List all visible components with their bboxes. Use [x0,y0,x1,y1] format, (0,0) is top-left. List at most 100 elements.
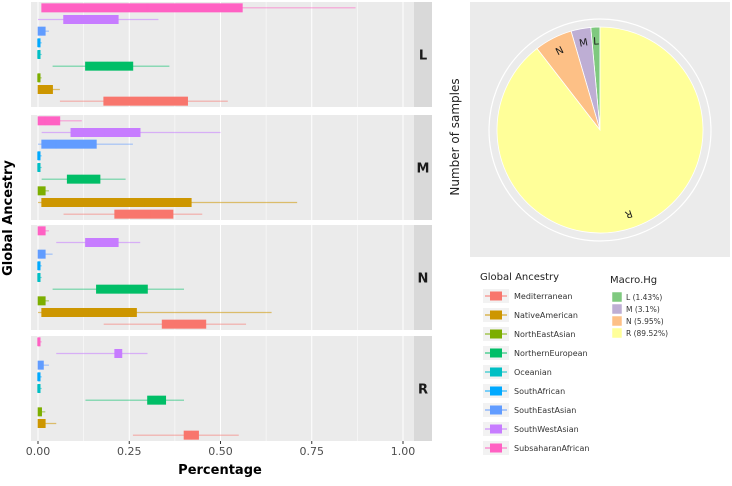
box-iqr [41,139,97,149]
legend-label: SouthWestAsian [514,425,579,434]
pie-slice-r [496,26,704,234]
legend-label: SubsaharanAfrican [514,444,589,453]
pie-legend-key [611,303,623,315]
legend-key-box [490,310,502,320]
box-l-southafrican [37,38,42,48]
facet-strip [414,2,432,107]
box-n-mediterranean [103,319,247,329]
pie-slice-label: L [593,36,599,47]
facet-panel-r: R [31,336,432,441]
legend-item-southeastasian: SouthEastAsian [483,403,576,417]
legend-key-box [490,367,502,377]
box-m-northerneuropean [41,174,126,184]
box-m-oceanian [37,163,42,173]
pie-slice-label: M [578,37,589,49]
box-l-oceanian [37,49,42,59]
x-tick-label: 0.25 [117,445,142,458]
legend-key-box [490,348,502,358]
box-r-southeastasian [37,360,49,370]
x-tick-label: 0.00 [26,445,51,458]
x-tick-label: 0.75 [300,445,325,458]
legend-item-subsaharanafrican: SubsaharanAfrican [483,441,589,455]
box-m-nativeamerican [38,198,298,208]
x-tick-label: 1.00 [391,445,416,458]
box-iqr [37,116,61,126]
box-r-mediterranean [132,430,239,440]
x-tick-label: 0.50 [208,445,233,458]
box-m-subsaharanafrican [37,116,82,126]
box-iqr [70,128,141,138]
box-r-northerneuropean [85,395,184,405]
box-l-northerneuropean [52,61,170,71]
pie-legend-item-m: M (3.1%) [611,303,660,315]
legend-item-northeastasian: NorthEastAsian [483,327,575,341]
box-iqr [96,284,148,294]
facet-panel-n: N [31,225,432,330]
x-axis: 0.00 0.25 0.50 0.75 1.00 [26,441,416,458]
pie-legend-label: L (1.43%) [626,293,662,302]
box-m-southafrican [37,151,42,161]
facet-panel-l: L [31,2,432,107]
box-iqr [103,96,188,106]
box-m-mediterranean [63,209,203,219]
box-m-southwestasian [41,128,221,138]
box-r-southwestasian [56,348,148,358]
box-l-nativeamerican [37,85,60,95]
facet-strip [414,115,432,220]
facet-strip [414,336,432,441]
pie-grid-circle [488,18,712,242]
legend-item-mediterranean: Mediterranean [483,289,573,303]
pie-y-axis-label: Number of samples [448,78,462,195]
box-n-nativeamerican [38,307,272,317]
box-iqr [37,85,53,95]
pie-legend-item-r: R (89.52%) [611,327,668,339]
legend-label: SouthEastAsian [514,406,576,415]
box-n-southwestasian [56,238,141,248]
panel-background [31,336,414,441]
boxplot-chart: L M N R 0.00 0.25 0.50 0.75 1.00 [26,2,432,458]
box-n-subsaharanafrican [37,226,49,236]
box-n-southeastasian [37,249,53,259]
legend-label: SouthAfrican [514,387,565,396]
legend-label: NativeAmerican [514,311,578,320]
box-l-southeastasian [37,26,49,36]
box-r-northeastasian [37,407,46,417]
pie-legend-title: Macro.Hg [610,275,657,286]
box-r-nativeamerican [37,418,57,428]
legend-item-oceanian: Oceanian [483,365,552,379]
legend-key-box [490,329,502,339]
box-l-mediterranean [59,96,228,106]
legend-label: NorthernEuropean [514,349,588,358]
legend-key-box [490,291,502,301]
boxplot-axes: Percentage Global Ancestry [1,160,262,478]
pie-slice-label: R [623,207,633,220]
box-iqr [85,61,134,71]
box-m-southeastasian [38,139,133,149]
legend-key-box [490,424,502,434]
box-iqr [37,360,44,370]
pie-legend-key [611,327,623,339]
legend-title: Global Ancestry [480,272,559,283]
legend-label: NorthEastAsian [514,330,575,339]
legend-item-southwestasian: SouthWestAsian [483,422,579,436]
facet-label: L [419,49,427,64]
legend-item-southafrican: SouthAfrican [483,384,565,398]
box-iqr [63,15,119,24]
legend-label: Oceanian [514,368,552,377]
y-axis-label: Global Ancestry [1,160,16,276]
pie-legend-item-n: N (5.95%) [611,315,664,327]
box-n-northeastasian [37,296,49,306]
box-n-oceanian [37,272,42,282]
box-iqr [41,198,192,208]
pie-slice-label: N [554,45,566,58]
pie-legend-key [611,315,623,327]
facet-panel-m: M [31,115,432,220]
box-n-southafrican [37,261,42,271]
box-r-oceanian [37,383,42,393]
legend-key-box [490,443,502,453]
box-n-northerneuropean [52,284,184,294]
legend-global-ancestry: Global Ancestry Mediterranean NativeAmeri… [480,272,589,455]
legend-label: Mediterranean [514,292,573,301]
pie-legend-key [611,291,623,303]
